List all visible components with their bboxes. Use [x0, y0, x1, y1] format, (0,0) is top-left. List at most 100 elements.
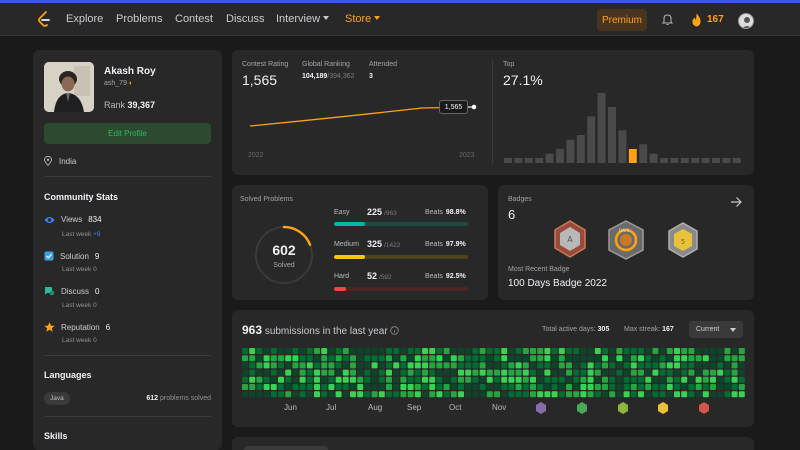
heatmap-cell[interactable]	[738, 391, 745, 398]
heatmap-cell[interactable]	[400, 355, 407, 362]
heatmap-cell[interactable]	[494, 362, 500, 369]
heatmap-cell[interactable]	[364, 391, 371, 398]
heatmap-cell[interactable]	[321, 376, 328, 383]
heatmap-cell[interactable]	[551, 348, 558, 354]
heatmap-cell[interactable]	[616, 391, 623, 398]
heatmap-cell[interactable]	[386, 391, 392, 398]
heatmap-cell[interactable]	[422, 369, 428, 376]
heatmap-cell[interactable]	[609, 384, 616, 390]
heatmap-cell[interactable]	[378, 376, 385, 383]
heatmap-cell[interactable]	[249, 384, 256, 390]
heatmap-cell[interactable]	[515, 369, 522, 376]
heatmap-cell[interactable]	[674, 391, 680, 398]
heatmap-cell[interactable]	[609, 355, 616, 362]
heatmap-cell[interactable]	[638, 369, 644, 376]
heatmap-cell[interactable]	[659, 376, 666, 383]
heatmap-cell[interactable]	[263, 369, 270, 376]
heatmap-cell[interactable]	[371, 369, 378, 376]
heatmap-cell[interactable]	[436, 348, 443, 354]
heatmap-cell[interactable]	[436, 391, 443, 398]
heatmap-cell[interactable]	[530, 348, 536, 354]
heatmap-cell[interactable]	[249, 369, 256, 376]
heatmap-cell[interactable]	[479, 376, 486, 383]
heatmap-cell[interactable]	[278, 369, 284, 376]
heatmap-cell[interactable]	[314, 355, 320, 362]
heatmap-cell[interactable]	[522, 348, 529, 354]
heatmap-cell[interactable]	[573, 391, 580, 398]
heatmap-cell[interactable]	[314, 348, 320, 354]
heatmap-cell[interactable]	[587, 362, 594, 369]
heatmap-cell[interactable]	[479, 384, 486, 390]
heatmap-cell[interactable]	[609, 348, 616, 354]
heatmap-cell[interactable]	[630, 355, 637, 362]
heatmap-cell[interactable]	[717, 376, 724, 383]
heatmap-cell[interactable]	[350, 355, 356, 362]
heatmap-cell[interactable]	[249, 362, 256, 369]
heatmap-cell[interactable]	[738, 355, 745, 362]
nav-explore[interactable]: Explore	[66, 13, 104, 25]
heatmap-cell[interactable]	[594, 384, 601, 390]
heatmap-cell[interactable]	[666, 369, 673, 376]
heatmap-cell[interactable]	[501, 362, 508, 369]
heatmap-cell[interactable]	[285, 391, 292, 398]
heatmap-cell[interactable]	[551, 362, 558, 369]
heatmap-cell[interactable]	[717, 369, 724, 376]
heatmap-cell[interactable]	[299, 369, 306, 376]
heatmap-cell[interactable]	[414, 376, 421, 383]
heatmap-cell[interactable]	[458, 376, 464, 383]
heatmap-cell[interactable]	[342, 355, 349, 362]
heatmap-cell[interactable]	[666, 384, 673, 390]
heatmap-cell[interactable]	[630, 348, 637, 354]
heatmap-cell[interactable]	[436, 362, 443, 369]
distribution-bar[interactable]	[701, 158, 710, 163]
badge-monthly-icon[interactable]: 5	[665, 221, 701, 259]
heatmap-cell[interactable]	[674, 384, 680, 390]
heatmap-cell[interactable]	[249, 391, 256, 398]
heatmap-cell[interactable]	[731, 376, 738, 383]
heatmap-cell[interactable]	[429, 355, 436, 362]
heatmap-cell[interactable]	[522, 376, 529, 383]
heatmap-cell[interactable]	[530, 369, 536, 376]
heatmap-cell[interactable]	[602, 362, 608, 369]
heatmap-cell[interactable]	[414, 384, 421, 390]
heatmap-cell[interactable]	[450, 348, 457, 354]
heatmap-cell[interactable]	[342, 391, 349, 398]
heatmap-cell[interactable]	[494, 384, 500, 390]
heatmap-cell[interactable]	[659, 355, 666, 362]
heatmap-cell[interactable]	[710, 355, 716, 362]
distribution-bar[interactable]	[566, 139, 575, 163]
heatmap-cell[interactable]	[450, 384, 457, 390]
heatmap-cell[interactable]	[566, 384, 572, 390]
heatmap-cell[interactable]	[486, 384, 493, 390]
heatmap-cell[interactable]	[544, 384, 551, 390]
heatmap-cell[interactable]	[256, 355, 263, 362]
distribution-bar[interactable]	[691, 158, 700, 163]
heatmap-cell[interactable]	[501, 384, 508, 390]
distribution-bar[interactable]	[608, 107, 616, 163]
heatmap-cell[interactable]	[587, 376, 594, 383]
heatmap-cell[interactable]	[623, 391, 630, 398]
heatmap-cell[interactable]	[386, 362, 392, 369]
heatmap-cell[interactable]	[609, 362, 616, 369]
heatmap-cell[interactable]	[429, 369, 436, 376]
heatmap-cell[interactable]	[342, 369, 349, 376]
heatmap-cell[interactable]	[400, 348, 407, 354]
heatmap-cell[interactable]	[688, 384, 695, 390]
heatmap-cell[interactable]	[508, 376, 515, 383]
heatmap-cell[interactable]	[242, 362, 248, 369]
heatmap-cell[interactable]	[587, 369, 594, 376]
heatmap-cell[interactable]	[558, 348, 565, 354]
heatmap-cell[interactable]	[256, 369, 263, 376]
heatmap-cell[interactable]	[602, 391, 608, 398]
heatmap-cell[interactable]	[659, 384, 666, 390]
heatmap-cell[interactable]	[508, 384, 515, 390]
heatmap-cell[interactable]	[702, 391, 709, 398]
heatmap-cell[interactable]	[371, 391, 378, 398]
heatmap-cell[interactable]	[702, 384, 709, 390]
heatmap-cell[interactable]	[566, 348, 572, 354]
heatmap-cell[interactable]	[508, 362, 515, 369]
heatmap-cell[interactable]	[328, 376, 335, 383]
heatmap-cell[interactable]	[501, 355, 508, 362]
heatmap-cell[interactable]	[429, 384, 436, 390]
heatmap-cell[interactable]	[659, 348, 666, 354]
